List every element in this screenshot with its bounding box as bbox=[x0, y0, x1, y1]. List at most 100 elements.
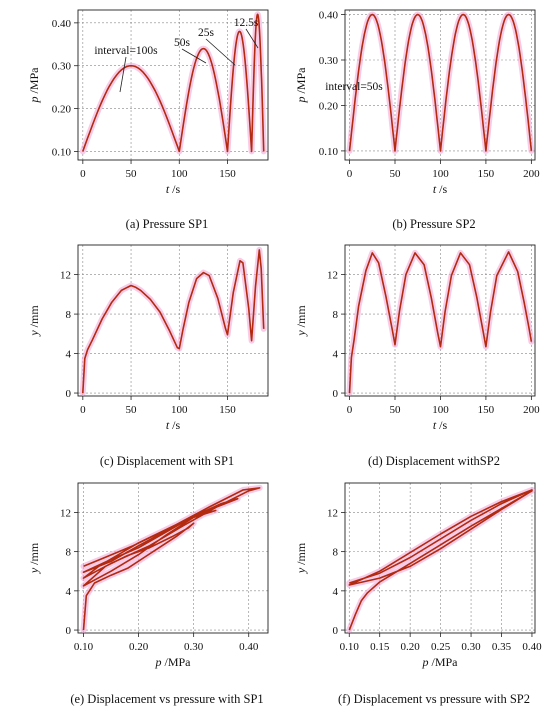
panel-caption: (d) Displacement withSP2 bbox=[368, 454, 500, 468]
y-tick-label: 4 bbox=[333, 349, 339, 361]
x-axis-label: t /s bbox=[433, 418, 448, 432]
annotation-label: 50s bbox=[174, 37, 191, 49]
plot-frame bbox=[344, 482, 536, 634]
y-tick-label: 0.10 bbox=[319, 146, 339, 158]
chart-panel-a: 0 50 100 150 0.10 0.20 0.30 0.40 t /s p /MPa (a) P… bbox=[27, 9, 269, 231]
x-tick-label: 200 bbox=[523, 404, 540, 416]
y-tick-label: 12 bbox=[327, 270, 338, 282]
x-tick-label: 0.40 bbox=[239, 641, 259, 653]
x-tick-label: 100 bbox=[171, 168, 188, 180]
x-tick-label: 0 bbox=[80, 404, 86, 416]
y-tick-label: 12 bbox=[60, 507, 71, 519]
y-tick-label: 4 bbox=[66, 586, 72, 598]
y-tick-label: 0.20 bbox=[52, 104, 72, 116]
y-tick-label: 8 bbox=[66, 547, 72, 559]
chart-panel-c: 0 50 100 150 0 4 8 12 t /s y /mm (c) Displacement … bbox=[27, 244, 269, 468]
panel-caption: (b) Pressure SP2 bbox=[392, 217, 475, 231]
x-tick-label: 50 bbox=[390, 168, 402, 180]
y-tick-label: 12 bbox=[60, 270, 71, 282]
y-tick-label: 12 bbox=[327, 507, 338, 519]
y-tick-label: 0.20 bbox=[319, 100, 339, 112]
annotation-leader bbox=[119, 56, 127, 93]
y-tick-label: 0.10 bbox=[52, 146, 72, 158]
panel-caption: (e) Displacement vs pressure with SP1 bbox=[70, 692, 263, 706]
annotation-label: interval=100s bbox=[94, 45, 158, 57]
x-axis-label: t /s bbox=[166, 182, 181, 196]
y-tick-label: 8 bbox=[333, 547, 339, 559]
series-line bbox=[348, 489, 533, 631]
x-tick-label: 0.30 bbox=[461, 641, 481, 653]
x-axis-label: p /MPa bbox=[421, 655, 458, 669]
series-line bbox=[348, 13, 533, 152]
y-axis-label: y /mm bbox=[294, 542, 308, 574]
series-line bbox=[82, 13, 265, 153]
y-tick-label: 4 bbox=[66, 349, 72, 361]
y-tick-label: 4 bbox=[333, 586, 339, 598]
y-tick-label: 8 bbox=[333, 309, 339, 321]
panel-caption: (f) Displacement vs pressure with SP2 bbox=[338, 692, 530, 706]
x-tick-label: 0 bbox=[347, 404, 353, 416]
series-line bbox=[82, 487, 261, 631]
x-tick-label: 0.20 bbox=[401, 641, 421, 653]
chart-panel-d: 0 50 100 150 200 0 4 8 12 t /s y /mm (d) Displaceme… bbox=[294, 244, 540, 468]
y-axis-label: p /MPa bbox=[294, 67, 308, 104]
x-tick-label: 100 bbox=[432, 168, 449, 180]
x-tick-label: 100 bbox=[171, 404, 188, 416]
x-axis-label: t /s bbox=[433, 182, 448, 196]
x-tick-label: 0.25 bbox=[431, 641, 451, 653]
plot-frame bbox=[77, 244, 269, 397]
x-tick-label: 200 bbox=[523, 168, 540, 180]
x-tick-label: 0.10 bbox=[340, 641, 360, 653]
y-axis-label: y /mm bbox=[27, 542, 41, 574]
x-tick-label: 0.15 bbox=[370, 641, 390, 653]
x-tick-label: 0.10 bbox=[74, 641, 94, 653]
series-band bbox=[79, 246, 267, 396]
x-tick-label: 50 bbox=[390, 404, 402, 416]
series-line bbox=[348, 251, 533, 394]
x-tick-label: 0.35 bbox=[492, 641, 512, 653]
chart-panel-e: 0.10 0.20 0.30 0.40 0 4 8 12 p /MPa y /mm (e) Disp… bbox=[27, 482, 269, 706]
x-tick-label: 150 bbox=[478, 404, 495, 416]
y-tick-label: 0 bbox=[333, 625, 339, 637]
panel-caption: (a) Pressure SP1 bbox=[126, 217, 209, 231]
plot-frame bbox=[344, 244, 536, 397]
plot-frame bbox=[344, 9, 536, 161]
x-axis-label: t /s bbox=[166, 418, 181, 432]
annotation-leader bbox=[205, 38, 236, 66]
y-tick-label: 0.30 bbox=[319, 55, 339, 67]
y-tick-label: 0.40 bbox=[52, 18, 72, 30]
x-tick-label: 0.20 bbox=[129, 641, 149, 653]
plot-frame bbox=[77, 9, 269, 161]
x-tick-label: 0.40 bbox=[522, 641, 542, 653]
x-tick-label: 150 bbox=[478, 168, 495, 180]
x-axis-label: p /MPa bbox=[154, 655, 191, 669]
x-tick-label: 0.30 bbox=[184, 641, 204, 653]
series-line bbox=[82, 249, 265, 394]
y-tick-label: 0 bbox=[333, 388, 339, 400]
plot-frame bbox=[77, 482, 269, 634]
annotation-label: 25s bbox=[198, 27, 215, 39]
annotation-label: 12.5s bbox=[234, 17, 259, 29]
x-tick-label: 50 bbox=[126, 404, 138, 416]
y-tick-label: 0 bbox=[66, 625, 72, 637]
x-tick-label: 50 bbox=[126, 168, 138, 180]
chart-panel-f: 0.10 0.15 0.20 0.25 0.30 0.35 0.40 0 4 8 12 p /MPa y… bbox=[294, 482, 542, 706]
y-axis-label: y /mm bbox=[294, 305, 308, 337]
chart-panel-b: 0 50 100 150 200 0.10 0.20 0.30 0.40 t /s p /MPa (b… bbox=[294, 10, 540, 231]
annotation-leader bbox=[181, 48, 207, 64]
series-band bbox=[79, 11, 267, 155]
panel-caption: (c) Displacement with SP1 bbox=[100, 454, 234, 468]
y-axis-label: y /mm bbox=[27, 305, 41, 337]
y-tick-label: 0.40 bbox=[319, 10, 339, 22]
x-tick-label: 0 bbox=[347, 168, 353, 180]
x-tick-label: 150 bbox=[219, 168, 236, 180]
y-axis-label: p /MPa bbox=[27, 67, 41, 104]
y-tick-label: 8 bbox=[66, 309, 72, 321]
y-tick-label: 0 bbox=[66, 388, 72, 400]
annotation-leader bbox=[245, 28, 259, 49]
annotation-label: interval=50s bbox=[325, 81, 383, 93]
y-tick-label: 0.30 bbox=[52, 61, 72, 73]
x-tick-label: 150 bbox=[219, 404, 236, 416]
x-tick-label: 0 bbox=[80, 168, 86, 180]
